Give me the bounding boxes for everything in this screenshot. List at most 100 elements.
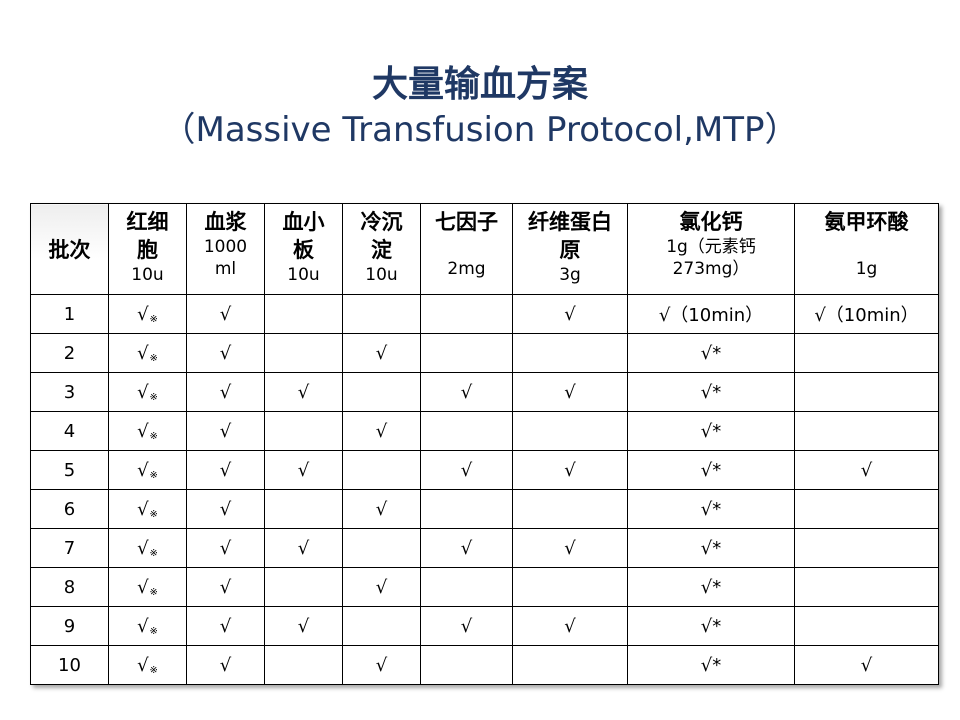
cell-calcium-chloride: √* (627, 450, 795, 490)
header-platelets: 血小板 10u (264, 203, 343, 295)
cell-platelets (264, 294, 343, 334)
batch-cell: 7 (30, 528, 109, 568)
cell-cryo (342, 528, 421, 568)
cell-rbc: √※ (108, 567, 187, 607)
table-row: 2 √※ √ √ √* (30, 333, 939, 373)
cell-factor-vii (420, 411, 513, 451)
header-calcium-chloride: 氯化钙 1g（元素钙273mg） (627, 203, 795, 295)
table-row: 6 √※ √ √ √* (30, 489, 939, 529)
header-unit: 1g (855, 259, 878, 279)
table-row: 7 √※ √ √ √ √ √* (30, 528, 939, 568)
cell-platelets: √ (264, 372, 343, 412)
cell-tranexamic-acid (794, 606, 939, 646)
header-fibrinogen: 纤维蛋白原 3g (512, 203, 628, 295)
cell-rbc: √※ (108, 606, 187, 646)
batch-cell: 3 (30, 372, 109, 412)
header-unit: 1000 ml (203, 237, 248, 279)
cell-fibrinogen: √ (512, 450, 628, 490)
header-plasma: 血浆 1000 ml (186, 203, 265, 295)
cell-cryo (342, 606, 421, 646)
cell-calcium-chloride: √* (627, 645, 795, 685)
cell-cryo: √ (342, 411, 421, 451)
cell-factor-vii: √ (420, 528, 513, 568)
header-name: 血小板 (282, 210, 325, 262)
cell-tranexamic-acid (794, 528, 939, 568)
cell-fibrinogen (512, 333, 628, 373)
cell-tranexamic-acid (794, 333, 939, 373)
cell-fibrinogen (512, 489, 628, 529)
cell-fibrinogen (512, 411, 628, 451)
cell-plasma: √ (186, 411, 265, 451)
cell-tranexamic-acid (794, 567, 939, 607)
cell-rbc: √※ (108, 450, 187, 490)
cell-rbc: √※ (108, 489, 187, 529)
cell-platelets (264, 333, 343, 373)
cell-fibrinogen (512, 645, 628, 685)
cell-fibrinogen: √ (512, 606, 628, 646)
header-name: 红细胞 (126, 210, 169, 262)
cell-plasma: √ (186, 645, 265, 685)
mtp-table: 批次 红细胞 10u 血浆 1000 ml 血小板 10u 冷沉淀 10u (30, 203, 939, 685)
batch-cell: 10 (30, 645, 109, 685)
cell-rbc: √※ (108, 372, 187, 412)
cell-plasma: √ (186, 333, 265, 373)
header-name: 氨甲环酸 (824, 210, 909, 234)
cell-tranexamic-acid: √ (794, 450, 939, 490)
header-batch-label: 批次 (48, 238, 91, 262)
cell-calcium-chloride: √（10min） (627, 294, 795, 334)
cell-cryo (342, 294, 421, 334)
cell-cryo (342, 450, 421, 490)
table-row: 5 √※ √ √ √ √ √* √ (30, 450, 939, 490)
cell-fibrinogen: √ (512, 528, 628, 568)
cell-platelets: √ (264, 528, 343, 568)
cell-platelets (264, 567, 343, 607)
cell-cryo: √ (342, 333, 421, 373)
table-row: 10 √※ √ √ √* √ (30, 645, 939, 685)
cell-fibrinogen: √ (512, 372, 628, 412)
header-name: 纤维蛋白原 (528, 210, 612, 262)
cell-fibrinogen: √ (512, 294, 628, 334)
table-row: 4 √※ √ √ √* (30, 411, 939, 451)
slide-subtitle: （Massive Transfusion Protocol,MTP） (161, 110, 799, 150)
header-rbc: 红细胞 10u (108, 203, 187, 295)
header-name: 氯化钙 (679, 210, 743, 234)
cell-factor-vii (420, 567, 513, 607)
cell-rbc: √※ (108, 528, 187, 568)
cell-platelets (264, 411, 343, 451)
cell-factor-vii (420, 645, 513, 685)
cell-plasma: √ (186, 294, 265, 334)
header-unit: 1g（元素钙273mg） (666, 237, 756, 279)
header-factor-vii: 七因子 2mg (420, 203, 513, 295)
cell-factor-vii (420, 294, 513, 334)
cell-plasma: √ (186, 372, 265, 412)
batch-cell: 4 (30, 411, 109, 451)
cell-tranexamic-acid (794, 372, 939, 412)
header-unit: 2mg (447, 259, 486, 279)
table-row: 9 √※ √ √ √ √ √* (30, 606, 939, 646)
cell-cryo: √ (342, 645, 421, 685)
cell-plasma: √ (186, 489, 265, 529)
cell-rbc: √※ (108, 645, 187, 685)
cell-calcium-chloride: √* (627, 372, 795, 412)
batch-cell: 9 (30, 606, 109, 646)
batch-cell: 2 (30, 333, 109, 373)
cell-fibrinogen (512, 567, 628, 607)
table-row: 1 √※ √ √ √（10min） √（10min） (30, 294, 939, 334)
cell-platelets: √ (264, 606, 343, 646)
cell-rbc: √※ (108, 294, 187, 334)
cell-platelets (264, 489, 343, 529)
header-name: 血浆 (204, 210, 247, 234)
cell-platelets (264, 645, 343, 685)
cell-calcium-chloride: √* (627, 606, 795, 646)
cell-factor-vii (420, 333, 513, 373)
table-row: 3 √※ √ √ √ √ √* (30, 372, 939, 412)
header-name: 冷沉淀 (360, 210, 403, 262)
header-name: 七因子 (435, 210, 498, 234)
cell-plasma: √ (186, 606, 265, 646)
cell-calcium-chloride: √* (627, 411, 795, 451)
cell-rbc: √※ (108, 411, 187, 451)
batch-cell: 6 (30, 489, 109, 529)
cell-factor-vii: √ (420, 372, 513, 412)
cell-calcium-chloride: √* (627, 333, 795, 373)
